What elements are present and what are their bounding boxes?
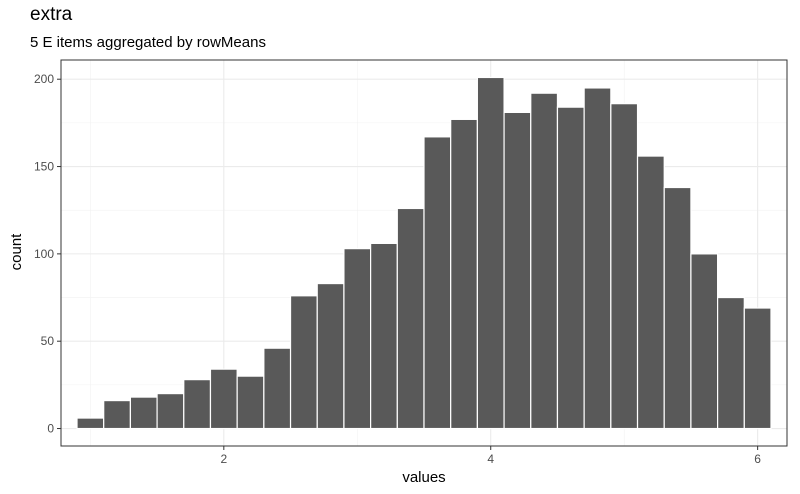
panel-border-group [60, 59, 788, 447]
x-axis-title: values [402, 469, 445, 486]
histogram-bar [690, 253, 719, 430]
histogram-bar [289, 295, 318, 430]
histogram-bar [663, 186, 692, 430]
histogram-bar [743, 307, 772, 430]
histogram-bar [129, 396, 158, 430]
histogram-bar [556, 106, 585, 430]
y-tick-label: 0 [47, 422, 54, 436]
y-axis-title: count [8, 233, 25, 271]
y-axis: 0 50 100 150 200 [34, 72, 61, 436]
y-tick-label: 200 [34, 72, 54, 86]
histogram-bar [316, 282, 345, 430]
y-tick-label: 50 [41, 334, 55, 348]
histogram-bar [476, 76, 505, 430]
histogram-bar [396, 207, 425, 430]
histogram-bar [209, 368, 238, 430]
x-tick-label: 6 [754, 452, 761, 466]
histogram-bar [636, 155, 665, 430]
histogram-bar [717, 296, 745, 430]
x-tick-label: 2 [220, 452, 227, 466]
histogram-bar [450, 118, 478, 430]
histogram-bar [263, 347, 292, 430]
histogram-bar [583, 87, 612, 430]
histogram-bar [503, 111, 532, 430]
histogram-bar [103, 399, 131, 430]
panel-border [60, 59, 788, 447]
x-tick-label: 4 [487, 452, 494, 466]
histogram-bar [183, 379, 212, 430]
histogram-bar [236, 375, 265, 430]
chart-title: extra [30, 4, 73, 25]
histogram-bar [370, 242, 398, 430]
histogram-bar [156, 393, 185, 430]
y-tick-label: 150 [34, 160, 54, 174]
chart-subtitle: 5 E items aggregated by rowMeans [30, 34, 266, 51]
histogram-bar [76, 417, 105, 430]
histogram-bar [343, 248, 372, 430]
histogram-bar [423, 136, 452, 430]
bars-group [76, 76, 772, 430]
y-tick-label: 100 [34, 247, 54, 261]
histogram-bar [610, 103, 639, 430]
x-axis: 2 4 6 [220, 446, 761, 466]
histogram-bar [530, 92, 559, 430]
